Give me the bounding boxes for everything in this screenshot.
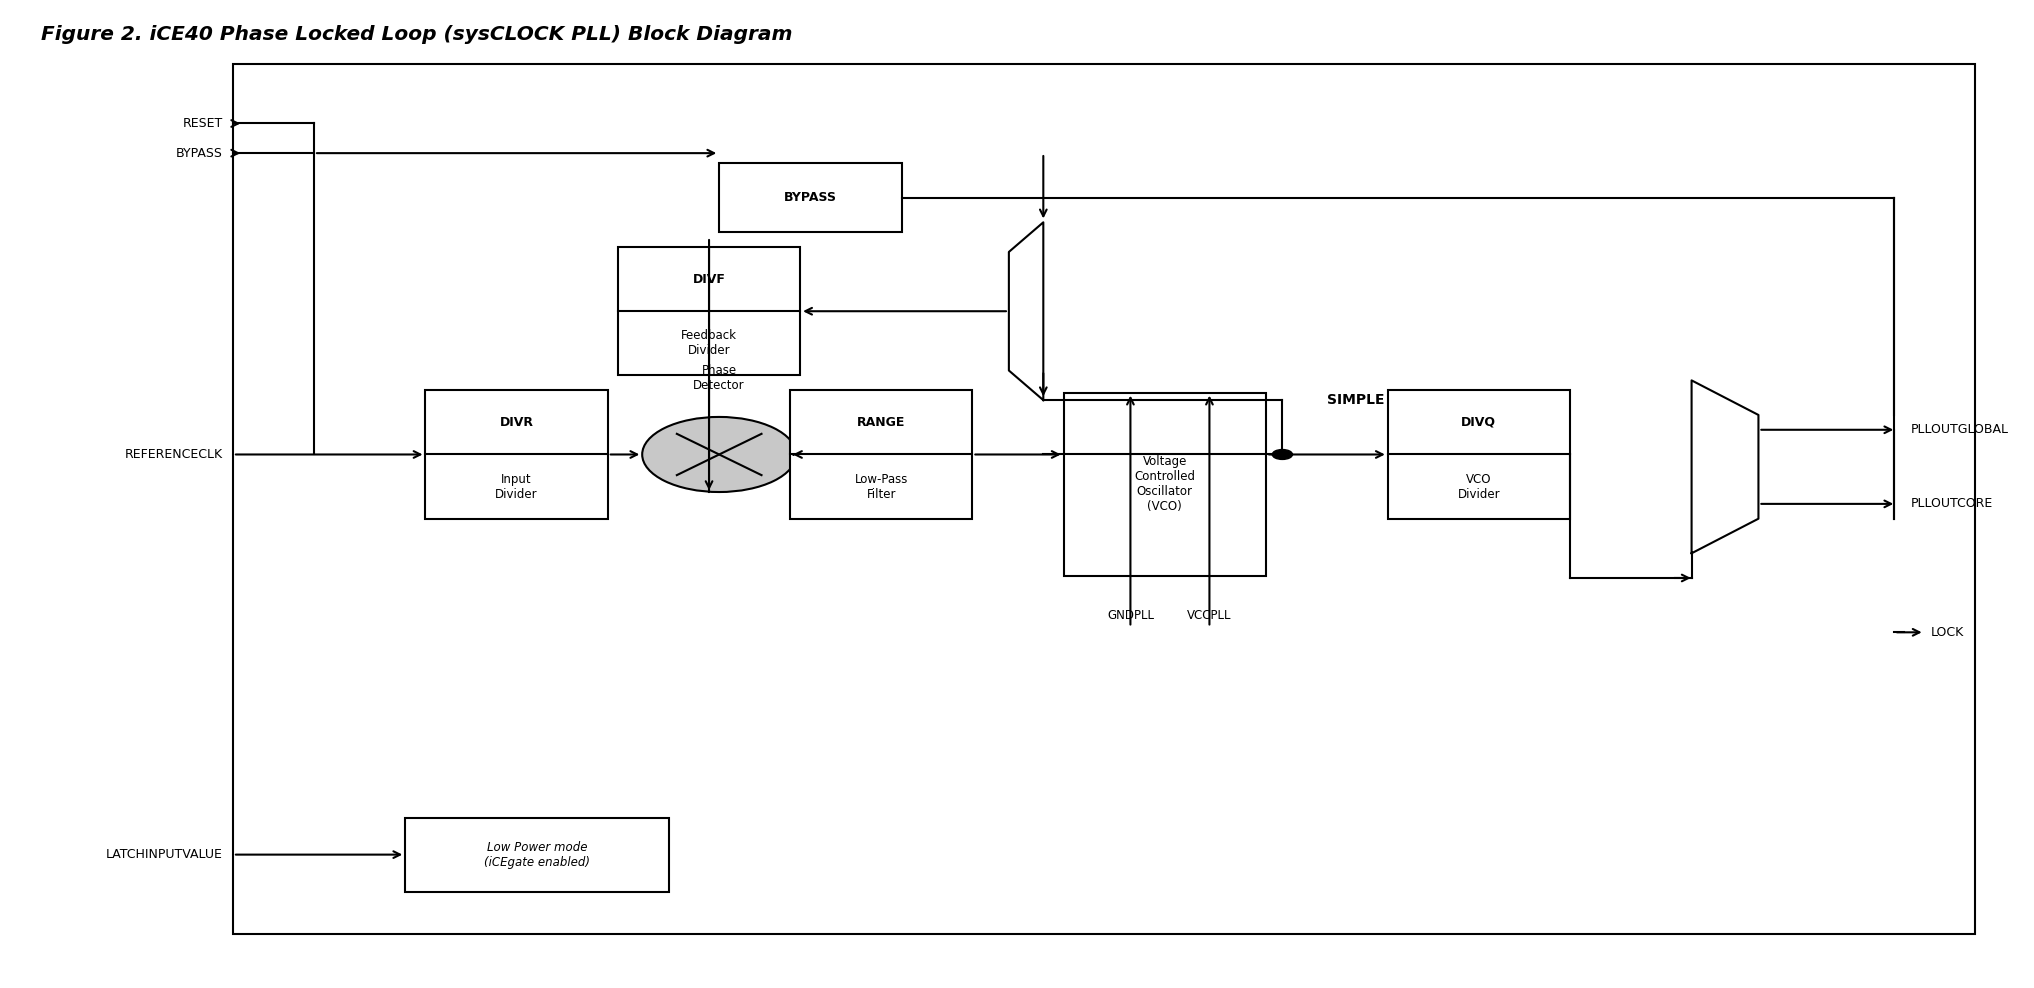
Text: DIVQ: DIVQ	[1460, 416, 1497, 429]
Text: BYPASS: BYPASS	[177, 146, 224, 160]
Bar	[720, 163, 901, 232]
Circle shape	[643, 417, 795, 492]
Text: DIVR: DIVR	[500, 416, 533, 429]
Text: DIVF: DIVF	[694, 273, 726, 286]
Text: RESET: RESET	[183, 117, 224, 130]
Text: VCCPLL: VCCPLL	[1188, 610, 1233, 622]
Text: REFERENCECLK: REFERENCECLK	[124, 448, 224, 461]
Text: GNDPLL: GNDPLL	[1106, 610, 1153, 622]
Bar	[789, 390, 972, 519]
Text: PLLOUTGLOBAL: PLLOUTGLOBAL	[1910, 423, 2008, 437]
Text: PLLOUTCORE: PLLOUTCORE	[1910, 497, 1993, 511]
Bar	[618, 247, 799, 375]
Bar	[1064, 393, 1265, 575]
Text: Phase
Detector: Phase Detector	[694, 365, 744, 392]
Circle shape	[1271, 450, 1292, 459]
Text: Low Power mode
(iCEgate enabled): Low Power mode (iCEgate enabled)	[484, 841, 590, 868]
Text: Figure 2. iCE40 Phase Locked Loop (sysCLOCK PLL) Block Diagram: Figure 2. iCE40 Phase Locked Loop (sysCL…	[41, 25, 791, 43]
Bar	[405, 818, 669, 891]
Text: SIMPLE: SIMPLE	[1326, 393, 1385, 407]
Bar	[1387, 390, 1570, 519]
Text: BYPASS: BYPASS	[783, 191, 836, 205]
Text: Voltage
Controlled
Oscillator
(VCO): Voltage Controlled Oscillator (VCO)	[1135, 455, 1196, 513]
Text: Input
Divider: Input Divider	[496, 472, 537, 501]
Bar	[425, 390, 608, 519]
Text: LOCK: LOCK	[1930, 625, 1965, 639]
Bar	[234, 64, 1975, 934]
Text: VCO
Divider: VCO Divider	[1458, 472, 1501, 501]
Text: RANGE: RANGE	[856, 416, 905, 429]
Text: Low-Pass
Filter: Low-Pass Filter	[854, 472, 907, 501]
Text: Feedback
Divider: Feedback Divider	[681, 329, 736, 358]
Text: LATCHINPUTVALUE: LATCHINPUTVALUE	[106, 848, 224, 862]
